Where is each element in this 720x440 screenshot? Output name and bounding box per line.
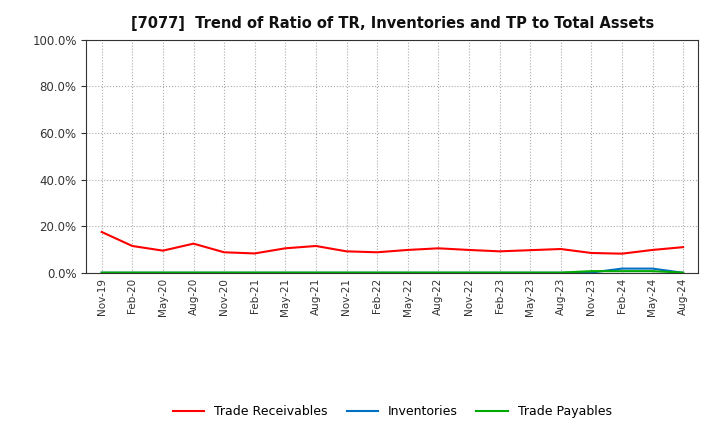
Trade Receivables: [679, 245, 688, 250]
Trade Payables: [251, 270, 259, 275]
Trade Payables: [679, 270, 688, 275]
Line: Trade Payables: Trade Payables: [102, 271, 683, 272]
Trade Receivables: [618, 251, 626, 257]
Inventories: [128, 270, 137, 275]
Inventories: [648, 266, 657, 271]
Trade Payables: [97, 270, 106, 275]
Inventories: [220, 270, 228, 275]
Trade Receivables: [220, 249, 228, 255]
Trade Receivables: [495, 249, 504, 254]
Trade Receivables: [526, 248, 534, 253]
Trade Payables: [312, 270, 320, 275]
Title: [7077]  Trend of Ratio of TR, Inventories and TP to Total Assets: [7077] Trend of Ratio of TR, Inventories…: [131, 16, 654, 32]
Trade Payables: [434, 270, 443, 275]
Trade Payables: [648, 268, 657, 274]
Trade Receivables: [97, 229, 106, 235]
Trade Payables: [557, 270, 565, 275]
Trade Payables: [587, 268, 595, 274]
Trade Receivables: [312, 243, 320, 249]
Inventories: [158, 270, 167, 275]
Inventories: [434, 270, 443, 275]
Trade Payables: [373, 270, 382, 275]
Inventories: [281, 270, 289, 275]
Legend: Trade Receivables, Inventories, Trade Payables: Trade Receivables, Inventories, Trade Pa…: [168, 400, 617, 423]
Trade Receivables: [373, 249, 382, 255]
Trade Payables: [128, 270, 137, 275]
Trade Payables: [464, 270, 473, 275]
Trade Receivables: [587, 250, 595, 256]
Trade Receivables: [251, 251, 259, 256]
Trade Receivables: [158, 248, 167, 253]
Trade Payables: [403, 270, 412, 275]
Trade Receivables: [342, 249, 351, 254]
Inventories: [342, 270, 351, 275]
Inventories: [373, 270, 382, 275]
Trade Receivables: [403, 247, 412, 253]
Trade Receivables: [648, 247, 657, 253]
Inventories: [557, 270, 565, 275]
Trade Payables: [220, 270, 228, 275]
Inventories: [618, 266, 626, 271]
Trade Payables: [618, 268, 626, 274]
Inventories: [587, 270, 595, 275]
Trade Receivables: [281, 246, 289, 251]
Inventories: [526, 270, 534, 275]
Trade Receivables: [189, 241, 198, 246]
Trade Payables: [495, 270, 504, 275]
Trade Payables: [189, 270, 198, 275]
Trade Payables: [158, 270, 167, 275]
Inventories: [97, 270, 106, 275]
Trade Payables: [342, 270, 351, 275]
Trade Receivables: [464, 247, 473, 253]
Inventories: [251, 270, 259, 275]
Trade Payables: [281, 270, 289, 275]
Trade Receivables: [128, 243, 137, 249]
Inventories: [403, 270, 412, 275]
Inventories: [495, 270, 504, 275]
Inventories: [189, 270, 198, 275]
Inventories: [464, 270, 473, 275]
Trade Payables: [526, 270, 534, 275]
Line: Trade Receivables: Trade Receivables: [102, 232, 683, 254]
Line: Inventories: Inventories: [102, 268, 683, 273]
Trade Receivables: [557, 246, 565, 252]
Inventories: [312, 270, 320, 275]
Trade Receivables: [434, 246, 443, 251]
Inventories: [679, 270, 688, 275]
